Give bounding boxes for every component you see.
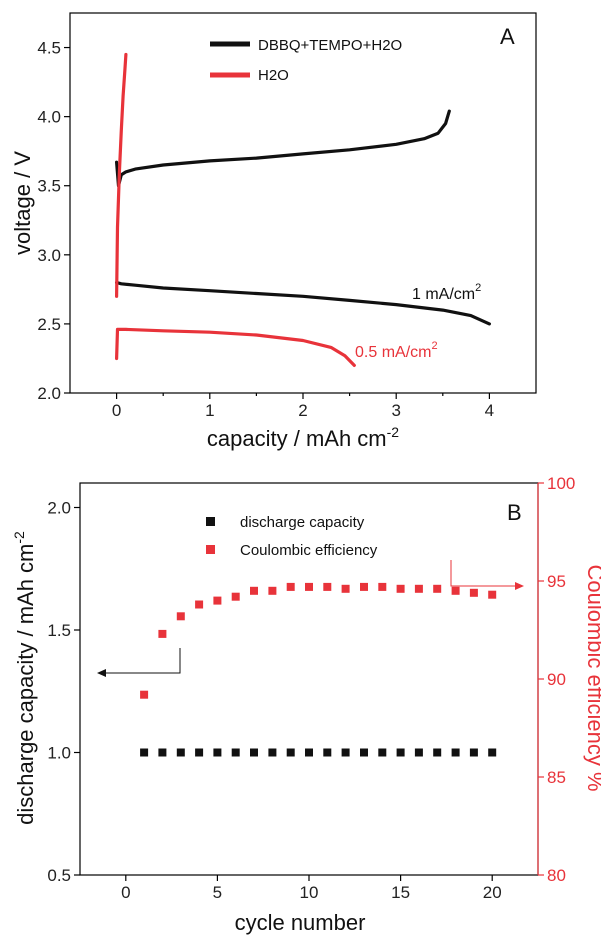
chart-b-ytick-right-label: 80 — [547, 866, 566, 885]
chart-b-point-discharge — [396, 748, 405, 757]
chart-b-point-discharge — [341, 748, 350, 757]
chart-a-ytick-label: 3.0 — [37, 246, 61, 265]
chart-b-point-discharge — [360, 748, 368, 757]
legend-marker-discharge — [206, 517, 215, 526]
chart-b-ytick-left-label: 1.5 — [47, 621, 71, 640]
chart-b-point-discharge — [469, 748, 478, 757]
chart-b-point-coulombic — [231, 592, 240, 601]
annotation-05ma: 0.5 mA/cm2 — [355, 340, 438, 361]
chart-b-point-coulombic — [250, 586, 258, 595]
chart-b-ytick-left-label: 0.5 — [47, 866, 71, 885]
chart-b-xtick-label: 5 — [213, 883, 222, 902]
chart-a-series-h2o-segment-2 — [114, 327, 356, 367]
chart-b-point-discharge — [451, 748, 460, 757]
chart-a-ytick-label: 2.0 — [37, 384, 61, 403]
chart-a-ytick-label: 2.5 — [37, 315, 61, 334]
arrow-right-axis — [450, 560, 516, 587]
chart-b-point-discharge — [286, 748, 295, 757]
chart-b-ytick-right-label: 85 — [547, 768, 566, 787]
chart-a-xtick-label: 4 — [485, 401, 494, 420]
arrow-right-head — [515, 582, 524, 590]
chart-b-point-coulombic — [360, 582, 368, 591]
legend-label-h2o: H2O — [258, 67, 289, 84]
chart-b-point-coulombic — [176, 612, 185, 621]
chart-b-point-discharge — [305, 748, 313, 757]
chart-b-ylabel-right: Coulombic efficiency % — [583, 564, 601, 791]
chart-b-point-coulombic — [378, 582, 387, 591]
chart-b-ytick-left-label: 1.0 — [47, 744, 71, 763]
chart-b-point-coulombic — [396, 584, 405, 593]
chart-a-series-dbbq-segment-1 — [114, 109, 451, 188]
legend-label-coulombic: Coulombic efficiency — [240, 542, 378, 559]
chart-b-point-coulombic — [488, 590, 497, 599]
chart-a: 0 1 2 3 4 2.0 2.5 3.0 3.5 4.0 4.5 DBBQ+TEMPO+H2O H… — [10, 12, 537, 451]
chart-b-point-coulombic — [195, 600, 204, 609]
chart-b-point-discharge — [140, 748, 149, 757]
chart-b-ytick-left-label: 2.0 — [47, 499, 71, 518]
chart-b-point-coulombic — [305, 582, 313, 591]
chart-a-xtick-label: 3 — [391, 401, 400, 420]
chart-a-xtick-label: 1 — [205, 401, 214, 420]
chart-b-point-coulombic — [451, 586, 460, 595]
chart-b-point-coulombic — [469, 588, 478, 597]
chart-a-ytick-label: 4.0 — [37, 108, 61, 127]
chart-b-point-discharge — [213, 748, 222, 757]
chart-b-point-coulombic — [414, 584, 423, 593]
chart-b-point-discharge — [378, 748, 387, 757]
chart-a-plot-frame — [69, 12, 537, 394]
chart-b-point-discharge — [195, 748, 204, 757]
chart-b-point-coulombic — [158, 629, 167, 638]
chart-b-xlabel: cycle number — [235, 910, 366, 935]
chart-b-point-coulombic — [433, 584, 442, 593]
chart-b-point-discharge — [323, 748, 332, 757]
legend-label-discharge: discharge capacity — [240, 514, 365, 531]
panel-label-a: A — [500, 24, 515, 49]
chart-a-xlabel: capacity / mAh cm-2 — [207, 424, 399, 451]
chart-b-point-coulombic — [213, 596, 222, 605]
chart-b-point-coulombic — [286, 582, 295, 591]
chart-b-xtick-label: 10 — [300, 883, 319, 902]
arrow-left-head — [97, 669, 106, 677]
chart-b-xtick-label: 15 — [391, 883, 410, 902]
chart-b-ytick-right-label: 95 — [547, 572, 566, 591]
chart-b-point-discharge — [488, 748, 497, 757]
chart-b-point-coulombic — [268, 586, 277, 595]
chart-b-ytick-right-label: 90 — [547, 670, 566, 689]
chart-b-point-discharge — [414, 748, 423, 757]
arrow-left-axis — [104, 648, 181, 674]
chart-b: 0 5 10 15 20 0.5 1.0 1.5 2.0 80 85 90 95 100 discharg… — [11, 474, 601, 935]
legend-label-dbbq: DBBQ+TEMPO+H2O — [258, 37, 402, 54]
chart-b-point-discharge — [231, 748, 240, 757]
chart-b-point-coulombic — [341, 584, 350, 593]
chart-b-point-coulombic — [140, 690, 149, 699]
chart-b-ylabel-left: discharge capacity / mAh cm-2 — [11, 531, 38, 825]
annotation-1ma: 1 mA/cm2 — [412, 282, 481, 303]
chart-b-point-discharge — [158, 748, 167, 757]
panel-label-b: B — [507, 500, 522, 525]
chart-a-ytick-label: 3.5 — [37, 177, 61, 196]
chart-b-point-discharge — [250, 748, 258, 757]
chart-b-point-coulombic — [323, 582, 332, 591]
chart-b-point-discharge — [433, 748, 442, 757]
legend-marker-coulombic — [206, 545, 215, 554]
chart-b-xtick-label: 20 — [483, 883, 502, 902]
chart-a-xtick-label: 2 — [298, 401, 307, 420]
chart-a-xtick-label: 0 — [112, 401, 121, 420]
chart-a-series-dbbq-segment-2 — [114, 280, 491, 326]
chart-b-xtick-label: 0 — [121, 883, 130, 902]
chart-a-ytick-label: 4.5 — [37, 39, 61, 58]
chart-a-series-h2o-segment-1 — [114, 52, 128, 298]
chart-b-point-discharge — [268, 748, 277, 757]
chart-a-ylabel: voltage / V — [10, 151, 35, 255]
chart-b-point-discharge — [176, 748, 185, 757]
chart-b-ytick-right-label: 100 — [547, 474, 575, 493]
